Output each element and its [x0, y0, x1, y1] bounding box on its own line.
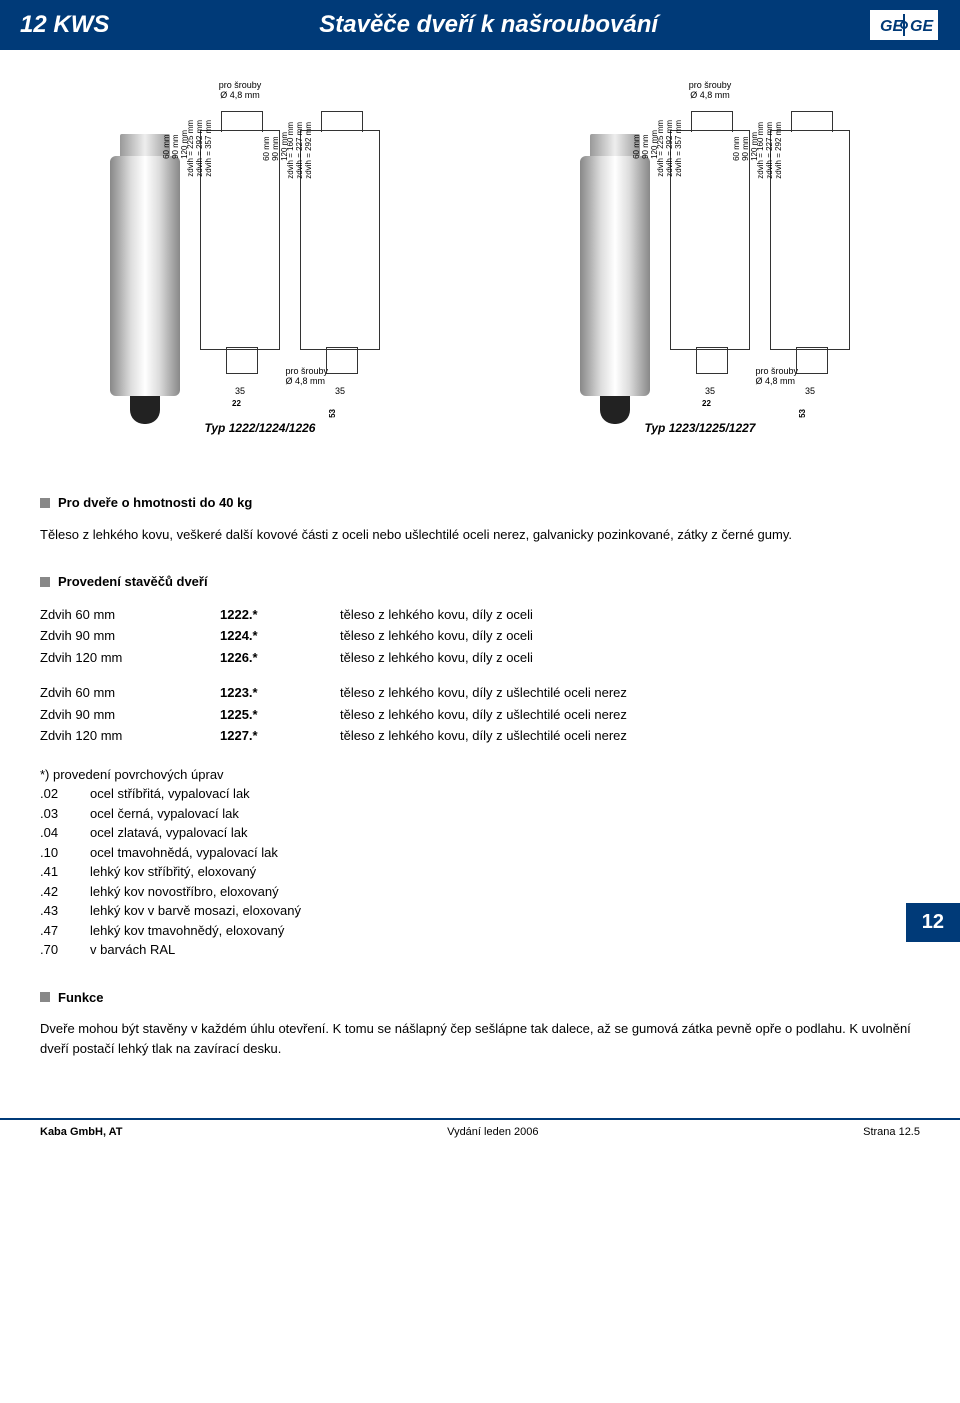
finishes-note: *) provedení povrchových úprav — [40, 765, 920, 785]
spec-table: Zdvih 60 mm1222.*těleso z lehkého kovu, … — [40, 604, 627, 747]
screw-dia: Ø 4,8 mm — [200, 90, 280, 100]
finish-item: .70v barvách RAL — [40, 940, 920, 960]
finish-item: .42lehký kov novostříbro, eloxovaný — [40, 882, 920, 902]
dim-35: 35 — [200, 386, 280, 396]
dim-len: 60 mm 90 mm 120 mm — [162, 130, 189, 159]
product-photo-left — [110, 156, 180, 396]
footer-left: Kaba GmbH, AT — [40, 1126, 123, 1138]
table-row: Zdvih 60 mm1223.*těleso z lehkého kovu, … — [40, 682, 627, 704]
footer-center: Vydání leden 2006 — [447, 1126, 538, 1138]
header-code: 12 KWS — [20, 11, 109, 39]
diagram-left-group: pro šrouby Ø 4,8 mm 60 mm 90 mm 120 mm z… — [20, 80, 470, 396]
footer-right: Strana 12.5 — [863, 1126, 920, 1138]
schematic-inner-right: 60 mm 90 mm 120 mm zdvih = 160 mm zdvih … — [770, 82, 850, 396]
technical-diagrams: pro šrouby Ø 4,8 mm 60 mm 90 mm 120 mm z… — [0, 50, 960, 406]
type-label-right: Typ 1223/1225/1227 — [645, 421, 756, 435]
dim-35b: 35 — [300, 386, 380, 396]
schematic-outer-right: pro šrouby Ø 4,8 mm 60 mm 90 mm 120 mm z… — [670, 80, 750, 396]
product-photo-right — [580, 156, 650, 396]
table-row: Zdvih 90 mm1224.*těleso z lehkého kovu, … — [40, 625, 627, 647]
screw-note: pro šrouby — [200, 80, 280, 90]
table-row: Zdvih 120 mm1226.*těleso z lehkého kovu,… — [40, 647, 627, 669]
brand-logo: GE GE — [868, 8, 940, 42]
dim-len2: 60 mm 90 mm 120 mm — [262, 132, 289, 161]
finish-item: .43lehký kov v barvě mosazi, eloxovaný — [40, 901, 920, 921]
main-content: Pro dveře o hmotnosti do 40 kg Těleso z … — [0, 493, 960, 1078]
finish-item: .02ocel stříbřitá, vypalovací lak — [40, 784, 920, 804]
section1-heading: Pro dveře o hmotnosti do 40 kg — [40, 493, 920, 513]
dim-22: 22 — [232, 399, 241, 408]
section2-heading: Provedení stavěčů dveří — [40, 572, 920, 592]
bullet-square-icon — [40, 498, 50, 508]
finishes-block: *) provedení povrchových úprav .02ocel s… — [40, 765, 920, 960]
type-label-left: Typ 1222/1224/1226 — [205, 421, 316, 435]
dim-zdvih-outer: zdvih = 225 mm zdvih = 292 mm zdvih = 35… — [186, 120, 213, 177]
dim-zdvih-inner: zdvih = 160 mm zdvih = 227 mm zdvih = 29… — [286, 122, 313, 179]
bullet-square-icon — [40, 992, 50, 1002]
schematic-outer-left: pro šrouby Ø 4,8 mm 60 mm 90 mm 120 mm z… — [200, 80, 280, 396]
bullet-square-icon — [40, 577, 50, 587]
dim-53: 53 — [328, 409, 337, 418]
section3-heading: Funkce — [40, 988, 920, 1008]
section3-body: Dveře mohou být stavěny v každém úhlu ot… — [40, 1019, 920, 1058]
svg-text:GE: GE — [910, 18, 934, 35]
table-row: Zdvih 90 mm1225.*těleso z lehkého kovu, … — [40, 704, 627, 726]
table-row: Zdvih 60 mm1222.*těleso z lehkého kovu, … — [40, 604, 627, 626]
finish-item: .47lehký kov tmavohnědý, eloxovaný — [40, 921, 920, 941]
header-title: Stavěče dveří k našroubování — [109, 11, 868, 39]
schematic-inner-left: 60 mm 90 mm 120 mm zdvih = 160 mm zdvih … — [300, 82, 380, 396]
section1-body: Těleso z lehkého kovu, veškeré další kov… — [40, 525, 920, 545]
finish-item: .10ocel tmavohnědá, vypalovací lak — [40, 843, 920, 863]
diagram-right-group: pro šrouby Ø 4,8 mm 60 mm 90 mm 120 mm z… — [490, 80, 940, 396]
page-footer: Kaba GmbH, AT Vydání leden 2006 Strana 1… — [0, 1118, 960, 1144]
edge-tab: 12 — [906, 903, 960, 942]
finish-item: .41lehký kov stříbřitý, eloxovaný — [40, 862, 920, 882]
table-row: Zdvih 120 mm1227.*těleso z lehkého kovu,… — [40, 725, 627, 747]
page-header: 12 KWS Stavěče dveří k našroubování GE G… — [0, 0, 960, 50]
finish-item: .04ocel zlatavá, vypalovací lak — [40, 823, 920, 843]
finish-item: .03ocel černá, vypalovací lak — [40, 804, 920, 824]
